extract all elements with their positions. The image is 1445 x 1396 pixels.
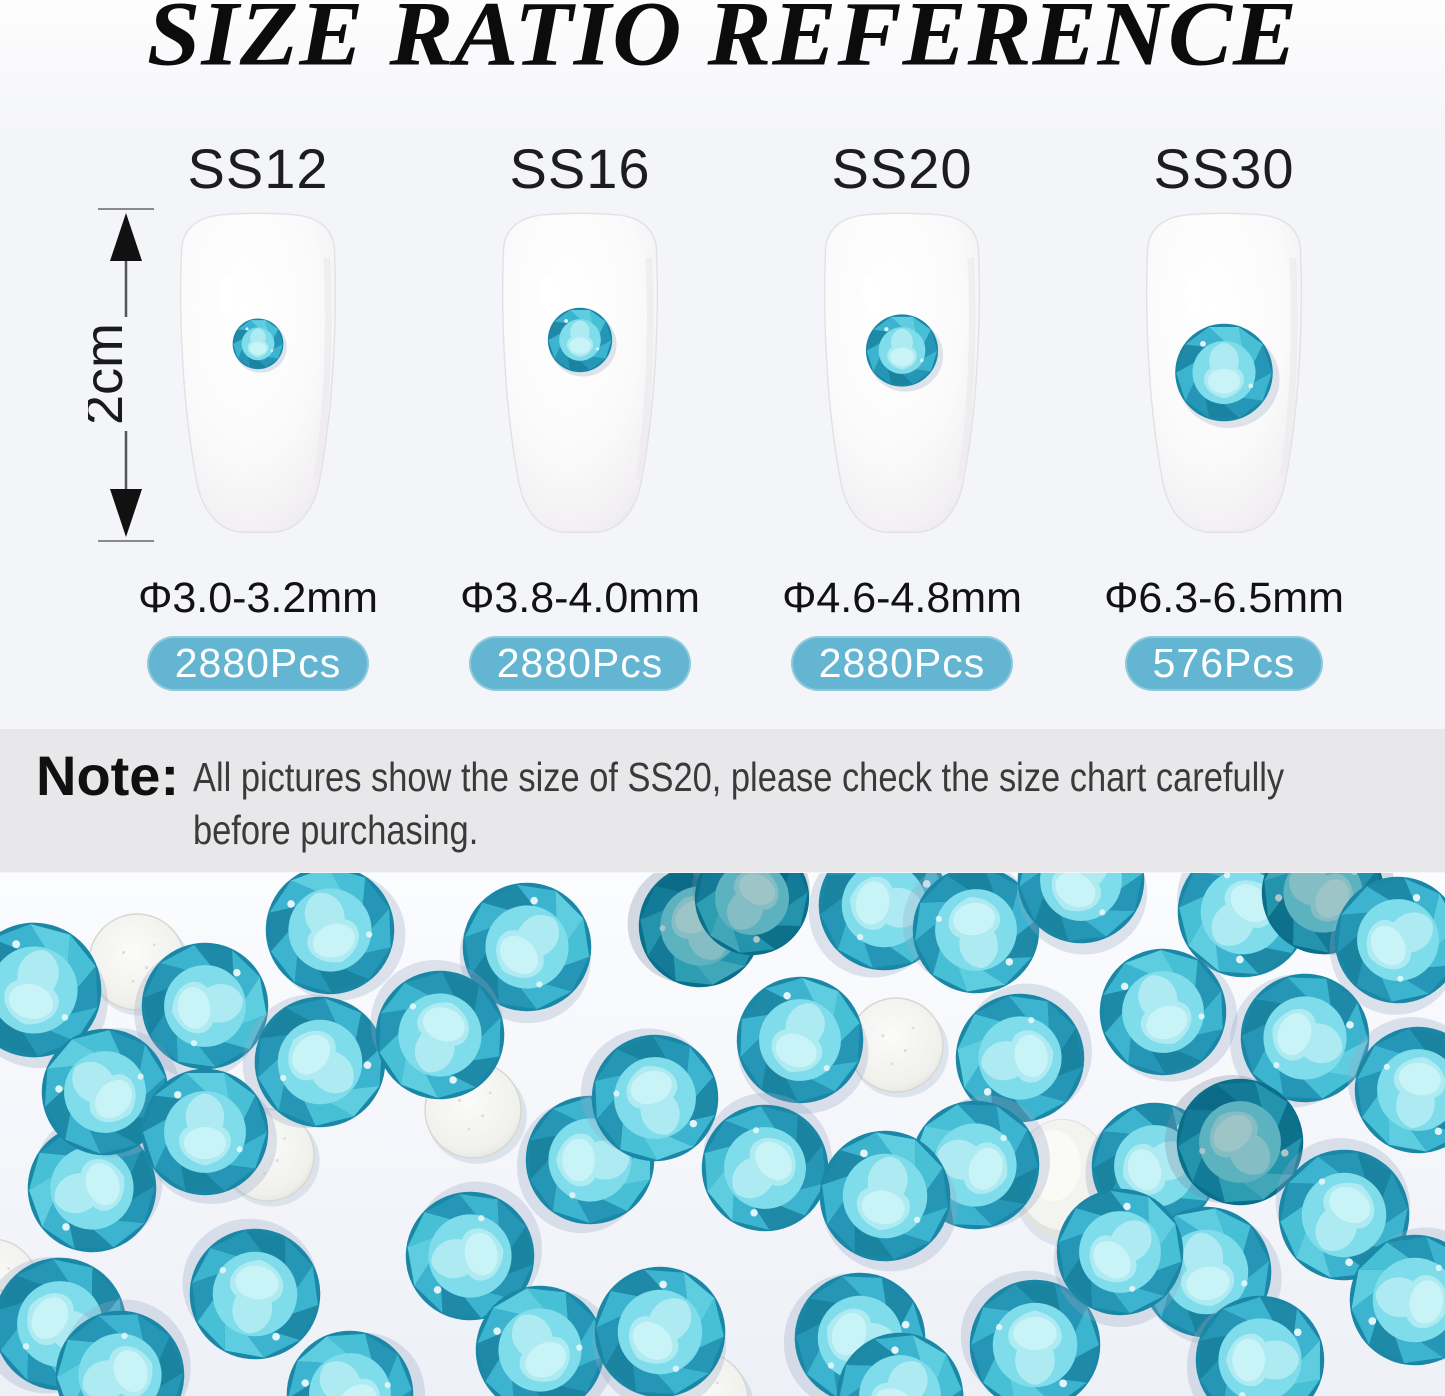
size-column-ss16: SS16 Φ3.8-4.0mm 2880Pcs bbox=[419, 138, 741, 691]
note-text: All pictures show the size of SS20, plea… bbox=[193, 751, 1284, 857]
nail-shape bbox=[181, 213, 336, 532]
size-column-ss20: SS20 Φ4.6-4.8mm 2880Pcs bbox=[741, 138, 1063, 691]
size-code-label: SS30 bbox=[1153, 137, 1295, 200]
size-code-label: SS20 bbox=[831, 137, 973, 200]
page-title: SIZE RATIO REFERENCE bbox=[146, 0, 1299, 85]
diameter-label: Φ6.3-6.5mm bbox=[1104, 574, 1344, 622]
diameter-label: Φ3.0-3.2mm bbox=[138, 574, 378, 622]
count-badge: 2880Pcs bbox=[790, 636, 1014, 691]
count-badge: 2880Pcs bbox=[146, 636, 370, 691]
note-label: Note: bbox=[36, 744, 180, 807]
note-section: Note: All pictures show the size of SS20… bbox=[0, 729, 1445, 872]
nail-tip-image bbox=[489, 208, 671, 538]
note-text-line2: before purchasing. bbox=[193, 807, 479, 853]
diameter-label: Φ4.6-4.8mm bbox=[782, 574, 1022, 622]
count-badge: 2880Pcs bbox=[468, 636, 692, 691]
nail-tip-image bbox=[811, 208, 993, 538]
count-badge: 576Pcs bbox=[1124, 636, 1324, 691]
size-code-label: SS16 bbox=[509, 137, 651, 200]
size-columns: SS12 Φ3.0-3.2mm 2880Pcs SS16 Φ3.8-4.0mm … bbox=[97, 138, 1385, 691]
size-code-label: SS12 bbox=[187, 137, 329, 200]
nail-tip-image bbox=[1133, 208, 1315, 538]
diameter-label: Φ3.8-4.0mm bbox=[460, 574, 700, 622]
measurement-arrow: 2cm bbox=[88, 208, 154, 542]
note-text-line1: All pictures show the size of SS20, plea… bbox=[193, 754, 1285, 800]
size-column-ss30: SS30 Φ6.3-6.5mm 576Pcs bbox=[1063, 138, 1385, 691]
nail-tip-image bbox=[167, 208, 349, 538]
rhinestone-photo bbox=[0, 873, 1445, 1396]
rhinestone-photo-canvas bbox=[0, 873, 1445, 1396]
measurement-label: 2cm bbox=[88, 323, 134, 425]
size-column-ss12: SS12 Φ3.0-3.2mm 2880Pcs bbox=[97, 138, 419, 691]
